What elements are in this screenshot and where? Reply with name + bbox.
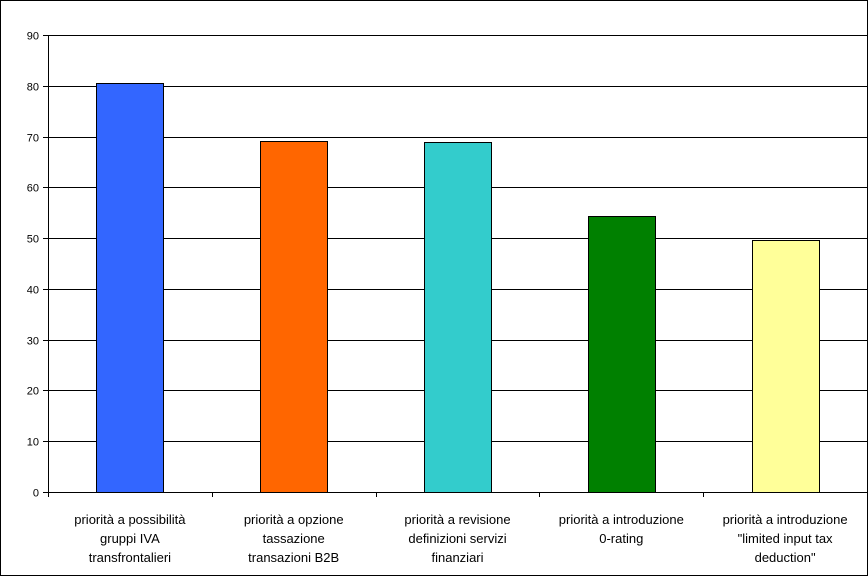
y-tick-label: 0 xyxy=(33,488,39,500)
x-axis: priorità a possibilità gruppi IVA transfro… xyxy=(48,492,867,565)
y-tick-label: 10 xyxy=(27,437,39,449)
bar xyxy=(424,142,492,493)
x-tick-label: priorità a revisione definizioni servizi f… xyxy=(404,512,510,565)
x-tick-label: priorità a introduzione "limited input ta… xyxy=(723,512,848,565)
y-tick-label: 40 xyxy=(27,285,39,297)
bar xyxy=(96,83,164,493)
bar xyxy=(752,240,820,493)
bars xyxy=(96,83,820,493)
x-tick-label: priorità a introduzione 0-rating xyxy=(559,512,684,546)
y-axis: 0 10 20 30 40 50 60 70 80 90 xyxy=(27,31,49,500)
x-tick-label: priorità a opzione tassazione transazioni … xyxy=(244,512,344,565)
x-tick-label: priorità a possibilità gruppi IVA transfro… xyxy=(74,512,186,565)
y-tick-label: 90 xyxy=(27,31,39,43)
y-tick-label: 70 xyxy=(27,133,39,145)
y-tick-label: 50 xyxy=(27,234,39,246)
bar xyxy=(588,216,656,493)
y-tick-label: 20 xyxy=(27,386,39,398)
y-tick-label: 60 xyxy=(27,183,39,195)
y-tick-label: 80 xyxy=(27,82,39,94)
y-tick-label: 30 xyxy=(27,336,39,348)
bar xyxy=(260,141,328,493)
